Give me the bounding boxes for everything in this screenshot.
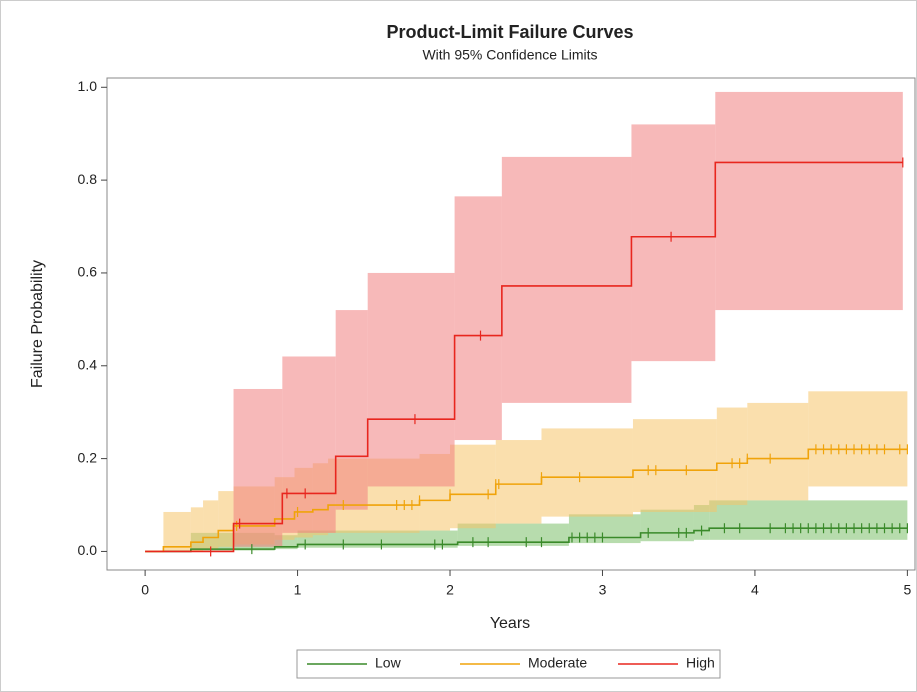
confidence-band — [501, 156, 632, 403]
confidence-band — [282, 356, 336, 533]
confidence-band — [495, 440, 542, 524]
survival-line — [145, 448, 908, 553]
survival-line — [145, 527, 908, 553]
confidence-band — [203, 500, 219, 550]
legend-label: Low — [375, 655, 402, 671]
x-tick-label: 1 — [294, 582, 302, 598]
confidence-band — [632, 419, 717, 512]
confidence-band — [716, 407, 748, 506]
survival-line — [145, 161, 903, 553]
chart-subtitle: With 95% Confidence Limits — [422, 47, 597, 63]
confidence-band — [190, 507, 204, 552]
confidence-band — [297, 530, 458, 548]
y-tick-label: 0.8 — [78, 171, 98, 187]
confidence-band — [640, 509, 694, 542]
chart-title: Product-Limit Failure Curves — [386, 22, 633, 42]
x-tick-label: 0 — [141, 582, 149, 598]
x-tick-label: 5 — [903, 582, 911, 598]
legend-box — [296, 649, 721, 679]
confidence-band — [631, 124, 716, 362]
x-axis-label: Years — [490, 615, 530, 632]
confidence-band — [709, 500, 908, 540]
y-axis-label: Failure Probability — [29, 260, 46, 388]
confidence-band — [454, 196, 502, 441]
confidence-band — [541, 428, 633, 517]
x-tick-label: 2 — [446, 582, 454, 598]
confidence-band — [747, 402, 809, 501]
confidence-band — [367, 272, 455, 487]
legend-label: Moderate — [528, 655, 587, 671]
x-tick-label: 3 — [599, 582, 607, 598]
y-tick-label: 0.2 — [78, 449, 98, 465]
x-tick-label: 4 — [751, 582, 759, 598]
confidence-band — [335, 310, 368, 510]
y-tick-label: 0.4 — [78, 356, 98, 372]
confidence-band — [450, 444, 496, 529]
legend-label: High — [686, 655, 715, 671]
y-tick-label: 0.0 — [78, 542, 98, 558]
confidence-band — [715, 91, 903, 311]
y-tick-label: 0.6 — [78, 264, 98, 280]
confidence-band — [218, 491, 234, 547]
y-tick-label: 1.0 — [78, 78, 98, 94]
confidence-band — [808, 391, 908, 487]
confidence-band — [163, 511, 191, 552]
